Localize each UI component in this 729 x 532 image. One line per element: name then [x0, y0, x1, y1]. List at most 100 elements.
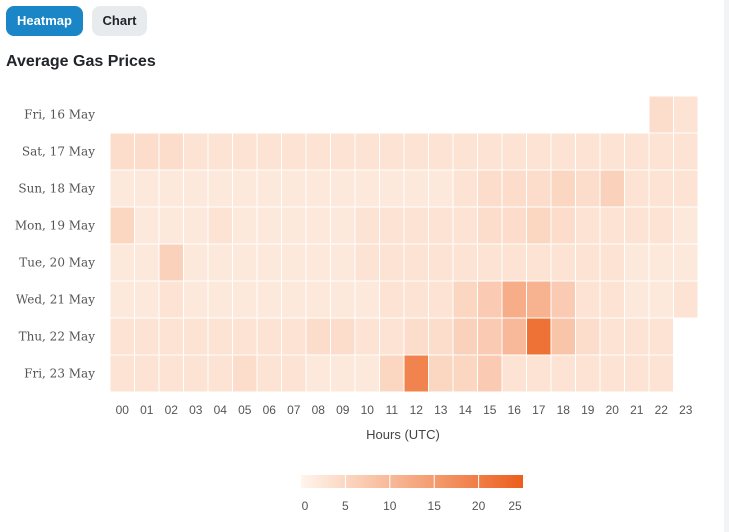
- heatmap-cell[interactable]: [207, 206, 233, 245]
- heatmap-cell[interactable]: [354, 132, 380, 171]
- heatmap-cell[interactable]: [624, 354, 650, 393]
- heatmap-cell[interactable]: [379, 280, 405, 319]
- heatmap-cell[interactable]: [501, 132, 527, 171]
- heatmap-cell[interactable]: [403, 132, 429, 171]
- heatmap-cell[interactable]: [526, 317, 552, 356]
- heatmap-cell[interactable]: [158, 317, 184, 356]
- heatmap-cell[interactable]: [134, 280, 160, 319]
- heatmap-cell[interactable]: [305, 206, 331, 245]
- heatmap-cell[interactable]: [673, 132, 699, 171]
- heatmap-cell[interactable]: [109, 280, 135, 319]
- heatmap-cell[interactable]: [673, 95, 699, 134]
- heatmap-cell[interactable]: [158, 132, 184, 171]
- heatmap-cell[interactable]: [354, 169, 380, 208]
- heatmap-cell[interactable]: [477, 132, 503, 171]
- heatmap-cell[interactable]: [550, 354, 576, 393]
- heatmap-cell[interactable]: [550, 317, 576, 356]
- heatmap-cell[interactable]: [134, 243, 160, 282]
- heatmap-cell[interactable]: [452, 132, 478, 171]
- heatmap-cell[interactable]: [232, 243, 258, 282]
- heatmap-cell[interactable]: [452, 354, 478, 393]
- heatmap-cell[interactable]: [256, 132, 282, 171]
- heatmap-cell[interactable]: [256, 206, 282, 245]
- heatmap-cell[interactable]: [232, 206, 258, 245]
- heatmap-cell[interactable]: [207, 317, 233, 356]
- heatmap-cell[interactable]: [599, 132, 625, 171]
- heatmap-cell[interactable]: [648, 354, 674, 393]
- heatmap-cell[interactable]: [256, 243, 282, 282]
- heatmap-cell[interactable]: [109, 169, 135, 208]
- heatmap-cell[interactable]: [501, 169, 527, 208]
- heatmap-cell[interactable]: [232, 132, 258, 171]
- heatmap-cell[interactable]: [305, 280, 331, 319]
- heatmap-cell[interactable]: [158, 206, 184, 245]
- heatmap-cell[interactable]: [428, 206, 454, 245]
- heatmap-cell[interactable]: [379, 354, 405, 393]
- heatmap-cell[interactable]: [207, 354, 233, 393]
- heatmap-cell[interactable]: [477, 354, 503, 393]
- heatmap-cell[interactable]: [134, 317, 160, 356]
- heatmap-cell[interactable]: [207, 169, 233, 208]
- heatmap-cell[interactable]: [354, 317, 380, 356]
- heatmap-cell[interactable]: [256, 169, 282, 208]
- heatmap-cell[interactable]: [134, 132, 160, 171]
- heatmap-cell[interactable]: [575, 132, 601, 171]
- heatmap-cell[interactable]: [330, 354, 356, 393]
- heatmap-cell[interactable]: [183, 354, 209, 393]
- heatmap-cell[interactable]: [501, 317, 527, 356]
- heatmap-cell[interactable]: [673, 243, 699, 282]
- heatmap-cell[interactable]: [281, 169, 307, 208]
- heatmap-cell[interactable]: [648, 95, 674, 134]
- heatmap-cell[interactable]: [673, 280, 699, 319]
- heatmap-cell[interactable]: [428, 317, 454, 356]
- heatmap-cell[interactable]: [158, 243, 184, 282]
- heatmap-cell[interactable]: [452, 243, 478, 282]
- heatmap-cell[interactable]: [624, 206, 650, 245]
- heatmap-cell[interactable]: [648, 317, 674, 356]
- heatmap-cell[interactable]: [403, 317, 429, 356]
- heatmap-cell[interactable]: [477, 169, 503, 208]
- heatmap-cell[interactable]: [550, 132, 576, 171]
- heatmap-cell[interactable]: [183, 280, 209, 319]
- heatmap-cell[interactable]: [281, 280, 307, 319]
- heatmap-cell[interactable]: [232, 317, 258, 356]
- heatmap-cell[interactable]: [354, 206, 380, 245]
- heatmap-cell[interactable]: [158, 354, 184, 393]
- heatmap-cell[interactable]: [599, 354, 625, 393]
- heatmap-cell[interactable]: [428, 169, 454, 208]
- heatmap-cell[interactable]: [183, 317, 209, 356]
- heatmap-cell[interactable]: [526, 169, 552, 208]
- heatmap-cell[interactable]: [648, 206, 674, 245]
- heatmap-cell[interactable]: [379, 317, 405, 356]
- heatmap-cell[interactable]: [575, 317, 601, 356]
- heatmap-cell[interactable]: [624, 243, 650, 282]
- heatmap-cell[interactable]: [183, 132, 209, 171]
- heatmap-cell[interactable]: [501, 243, 527, 282]
- heatmap-cell[interactable]: [134, 206, 160, 245]
- heatmap-cell[interactable]: [403, 354, 429, 393]
- heatmap-cell[interactable]: [575, 169, 601, 208]
- heatmap-cell[interactable]: [648, 243, 674, 282]
- heatmap-cell[interactable]: [207, 132, 233, 171]
- heatmap-cell[interactable]: [207, 243, 233, 282]
- heatmap-cell[interactable]: [403, 206, 429, 245]
- heatmap-cell[interactable]: [673, 206, 699, 245]
- heatmap-cell[interactable]: [354, 354, 380, 393]
- heatmap-cell[interactable]: [648, 169, 674, 208]
- heatmap-cell[interactable]: [624, 280, 650, 319]
- heatmap-cell[interactable]: [550, 206, 576, 245]
- heatmap-cell[interactable]: [501, 280, 527, 319]
- heatmap-cell[interactable]: [403, 243, 429, 282]
- heatmap-cell[interactable]: [330, 132, 356, 171]
- heatmap-cell[interactable]: [330, 280, 356, 319]
- heatmap-cell[interactable]: [477, 280, 503, 319]
- tab-chart[interactable]: Chart: [92, 6, 147, 36]
- heatmap-cell[interactable]: [232, 169, 258, 208]
- heatmap-cell[interactable]: [550, 169, 576, 208]
- heatmap-cell[interactable]: [330, 206, 356, 245]
- heatmap-cell[interactable]: [330, 169, 356, 208]
- heatmap-cell[interactable]: [550, 243, 576, 282]
- heatmap-cell[interactable]: [526, 206, 552, 245]
- heatmap-cell[interactable]: [109, 132, 135, 171]
- heatmap-cell[interactable]: [673, 169, 699, 208]
